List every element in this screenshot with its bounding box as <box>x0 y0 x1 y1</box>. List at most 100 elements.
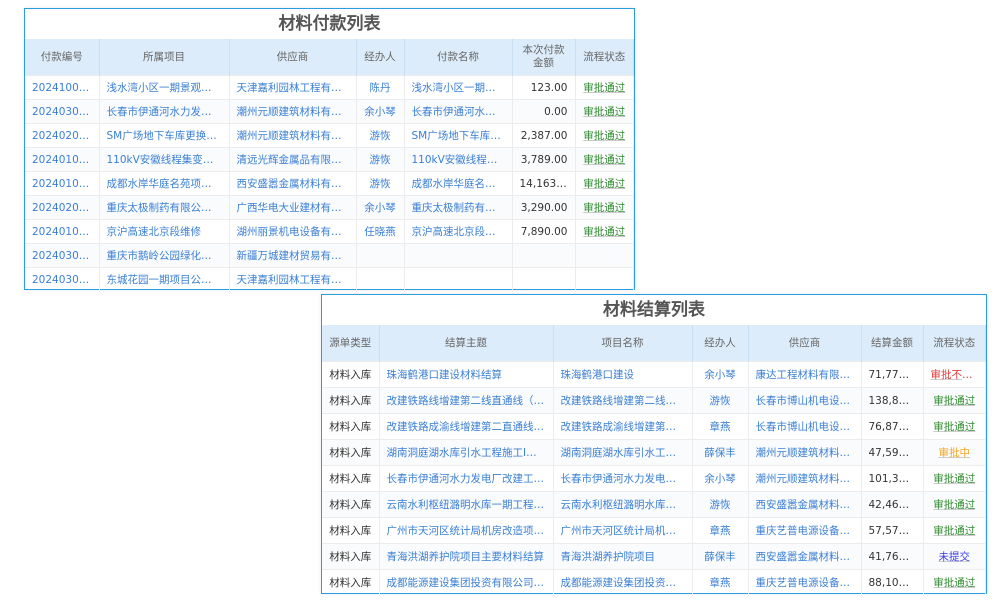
cell-payment-name[interactable]: 长春市伊通河水力… <box>404 99 513 124</box>
cell-payment-no[interactable]: 2024030006 <box>25 267 100 291</box>
cell-settlement-subject[interactable]: 成都能源建设集团投资有限公司临… <box>379 569 554 595</box>
cell-supplier[interactable]: 湖州丽景机电设备有限… <box>229 219 357 244</box>
table-row[interactable]: 材料入库 珠海鹤港口建设材料结算 珠海鹤港口建设 余小琴 康达工程材料有限公司 71,77… <box>322 361 986 388</box>
cell-payment-name[interactable]: 110kV安徽线程集变… <box>404 147 513 172</box>
cell-supplier[interactable]: 潮州元顺建筑材料有限… <box>229 99 357 124</box>
cell-payment-no[interactable]: 2024010008 <box>25 219 100 244</box>
table-row[interactable]: 材料入库 成都能源建设集团投资有限公司临… 成都能源建设集团投资有… 章燕 重庆艺普电源… <box>322 569 986 595</box>
cell-status[interactable]: 审批通过 <box>575 195 634 220</box>
cell-payment-no[interactable]: 2024010009 <box>25 171 100 196</box>
cell-project-name[interactable]: 青海洪湖养护院项目 <box>553 543 693 570</box>
cell-payment-name[interactable] <box>404 267 513 291</box>
cell-project-name[interactable]: 成都能源建设集团投资有… <box>553 569 693 595</box>
cell-handler[interactable]: 薛保丰 <box>692 439 749 466</box>
cell-status[interactable]: 审批通过 <box>575 171 634 196</box>
table-row[interactable]: 材料入库 云南水利枢纽潞明水库一期工程施… 云南水利枢纽潞明水库一… 游恢 西安盛嚣金属… <box>322 491 986 518</box>
table-row[interactable]: 材料入库 改建铁路线增建第二线直通线（成… 改建铁路线增建第二线直… 游恢 长春市博山机… <box>322 387 986 414</box>
cell-handler[interactable]: 游恢 <box>692 387 749 414</box>
cell-status[interactable]: 审批通过 <box>575 75 634 100</box>
cell-project-name[interactable]: 长春市伊通河水力发电厂… <box>553 465 693 492</box>
cell-supplier[interactable]: 西安盛嚣金属材料有… <box>748 543 862 570</box>
cell-project[interactable]: 长春市伊通河水力发电… <box>99 99 230 124</box>
cell-status[interactable]: 未提交 <box>923 543 986 570</box>
cell-supplier[interactable]: 广西华电大业建材有限… <box>229 195 357 220</box>
cell-supplier[interactable]: 长春市博山机电设备… <box>748 413 862 440</box>
cell-payment-name[interactable]: 浅水湾小区一期景… <box>404 75 513 100</box>
cell-payment-no[interactable]: 2024020012 <box>25 123 100 148</box>
table-row[interactable]: 材料入库 青海洪湖养护院项目主要材料结算 青海洪湖养护院项目 薛保丰 西安盛嚣金属材料有… <box>322 543 986 570</box>
cell-handler[interactable]: 游恢 <box>356 171 405 196</box>
cell-status[interactable]: 审批通过 <box>923 517 986 544</box>
cell-status[interactable]: 审批通过 <box>923 491 986 518</box>
cell-project-name[interactable]: 湖南洞庭湖水库引水工程… <box>553 439 693 466</box>
cell-payment-name[interactable] <box>404 243 513 268</box>
cell-handler[interactable]: 余小琴 <box>356 195 405 220</box>
cell-supplier[interactable]: 潮州元顺建筑材料有限… <box>229 123 357 148</box>
cell-project-name[interactable]: 改建铁路线增建第二线直… <box>553 387 693 414</box>
table-row[interactable]: 2024020012 SM广场地下车库更换摄… 潮州元顺建筑材料有限… 游恢 SM广场地… <box>25 123 634 148</box>
cell-handler[interactable]: 游恢 <box>356 123 405 148</box>
cell-payment-name[interactable]: 成都水岸华庭名苑… <box>404 171 513 196</box>
cell-supplier[interactable]: 天津嘉利园林工程有限… <box>229 267 357 291</box>
cell-project-name[interactable]: 改建铁路成渝线增建第二… <box>553 413 693 440</box>
cell-supplier[interactable]: 西安盛嚣金属材料有限… <box>229 171 357 196</box>
cell-handler[interactable]: 薛保丰 <box>692 543 749 570</box>
cell-handler[interactable]: 任晓燕 <box>356 219 405 244</box>
cell-status[interactable] <box>575 267 634 291</box>
cell-supplier[interactable]: 重庆艺普电源设备有… <box>748 569 862 595</box>
table-row[interactable]: 2024010009 成都水岸华庭名苑项目… 西安盛嚣金属材料有限… 游恢 成都水岸华庭… <box>25 171 634 196</box>
table-row[interactable]: 2024030005 重庆市鹅岭公园绿化景… 新疆万城建材贸易有限… <box>25 243 634 268</box>
cell-payment-no[interactable]: 2024030005 <box>25 243 100 268</box>
cell-settlement-subject[interactable]: 改建铁路成渝线增建第二直通线（… <box>379 413 554 440</box>
cell-supplier[interactable]: 康达工程材料有限公司 <box>748 361 862 388</box>
cell-payment-no[interactable]: 2024020011 <box>25 195 100 220</box>
cell-status[interactable]: 审批通过 <box>575 123 634 148</box>
cell-handler[interactable]: 余小琴 <box>692 465 749 492</box>
cell-project[interactable]: 东城花园一期项目公寓… <box>99 267 230 291</box>
cell-payment-no[interactable]: 2024100001 <box>25 75 100 100</box>
table-row[interactable]: 2024100001 浅水湾小区一期景观提… 天津嘉利园林工程有限… 陈丹 浅水湾小区一… <box>25 75 634 100</box>
cell-settlement-subject[interactable]: 青海洪湖养护院项目主要材料结算 <box>379 543 554 570</box>
cell-payment-name[interactable]: 京沪高速北京段维… <box>404 219 513 244</box>
cell-settlement-subject[interactable]: 长春市伊通河水力发电厂改建工程… <box>379 465 554 492</box>
cell-status[interactable]: 审批中 <box>923 439 986 466</box>
table-row[interactable]: 2024030007 长春市伊通河水力发电… 潮州元顺建筑材料有限… 余小琴 长春市伊通… <box>25 99 634 124</box>
cell-project[interactable]: 重庆太极制药有限公司… <box>99 195 230 220</box>
cell-status[interactable]: 审批通过 <box>923 413 986 440</box>
cell-project-name[interactable]: 广州市天河区统计局机房… <box>553 517 693 544</box>
cell-project[interactable]: 重庆市鹅岭公园绿化景… <box>99 243 230 268</box>
cell-supplier[interactable]: 西安盛嚣金属材料有… <box>748 491 862 518</box>
cell-handler[interactable]: 章燕 <box>692 569 749 595</box>
cell-handler[interactable]: 余小琴 <box>356 99 405 124</box>
table-row[interactable]: 材料入库 湖南洞庭湖水库引水工程施工I标材… 湖南洞庭湖水库引水工程… 薛保丰 潮州元顺… <box>322 439 986 466</box>
cell-supplier[interactable]: 重庆艺普电源设备有… <box>748 517 862 544</box>
cell-project[interactable]: 京沪高速北京段维修 <box>99 219 230 244</box>
table-row[interactable]: 材料入库 长春市伊通河水力发电厂改建工程… 长春市伊通河水力发电厂… 余小琴 潮州元顺建… <box>322 465 986 492</box>
cell-project-name[interactable]: 珠海鹤港口建设 <box>553 361 693 388</box>
cell-handler[interactable]: 游恢 <box>692 491 749 518</box>
cell-settlement-subject[interactable]: 珠海鹤港口建设材料结算 <box>379 361 554 388</box>
cell-project-name[interactable]: 云南水利枢纽潞明水库一… <box>553 491 693 518</box>
table-row[interactable]: 材料入库 改建铁路成渝线增建第二直通线（… 改建铁路成渝线增建第二… 章燕 长春市博山机… <box>322 413 986 440</box>
cell-settlement-subject[interactable]: 湖南洞庭湖水库引水工程施工I标材… <box>379 439 554 466</box>
cell-project[interactable]: SM广场地下车库更换摄… <box>99 123 230 148</box>
table-row[interactable]: 2024020011 重庆太极制药有限公司… 广西华电大业建材有限… 余小琴 重庆太极制… <box>25 195 634 220</box>
cell-supplier[interactable]: 潮州元顺建筑材料有… <box>748 465 862 492</box>
cell-status[interactable]: 审批不通过 <box>923 361 986 388</box>
cell-payment-name[interactable]: 重庆太极制药有限… <box>404 195 513 220</box>
table-row[interactable]: 2024030006 东城花园一期项目公寓… 天津嘉利园林工程有限… <box>25 267 634 291</box>
cell-handler[interactable]: 陈丹 <box>356 75 405 100</box>
table-row[interactable]: 2024010010 110kV安徽线程集变开断… 清远光辉金属品有限公司 游恢 110… <box>25 147 634 172</box>
cell-payment-name[interactable]: SM广场地下车库更… <box>404 123 513 148</box>
cell-settlement-subject[interactable]: 广州市天河区统计局机房改造项目… <box>379 517 554 544</box>
cell-project[interactable]: 成都水岸华庭名苑项目… <box>99 171 230 196</box>
cell-supplier[interactable]: 长春市博山机电设备… <box>748 387 862 414</box>
cell-handler[interactable] <box>356 267 405 291</box>
cell-status[interactable]: 审批通过 <box>575 99 634 124</box>
cell-supplier[interactable]: 新疆万城建材贸易有限… <box>229 243 357 268</box>
cell-status[interactable]: 审批通过 <box>575 147 634 172</box>
table-row[interactable]: 2024010008 京沪高速北京段维修 湖州丽景机电设备有限… 任晓燕 京沪高速北京段… <box>25 219 634 244</box>
cell-handler[interactable]: 章燕 <box>692 517 749 544</box>
cell-supplier[interactable]: 清远光辉金属品有限公司 <box>229 147 357 172</box>
cell-supplier[interactable]: 潮州元顺建筑材料有… <box>748 439 862 466</box>
